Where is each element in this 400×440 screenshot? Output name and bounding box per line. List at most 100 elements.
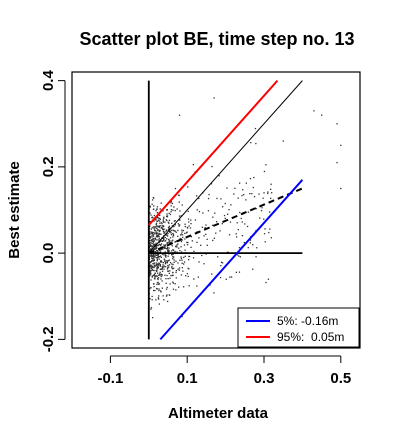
data-point — [153, 257, 155, 260]
data-point — [158, 303, 160, 305]
data-point — [168, 238, 170, 241]
data-point — [158, 243, 160, 245]
data-point — [167, 251, 169, 253]
data-point — [241, 235, 244, 237]
data-point — [208, 193, 210, 196]
data-point — [173, 230, 175, 232]
data-point — [158, 233, 160, 235]
data-point — [174, 209, 176, 212]
data-point — [163, 225, 165, 227]
data-point — [243, 194, 245, 196]
data-point — [173, 261, 175, 263]
data-point — [168, 222, 170, 224]
data-point — [156, 269, 158, 271]
data-point — [152, 254, 154, 256]
data-point — [152, 263, 154, 265]
data-point — [174, 251, 176, 253]
data-point — [162, 295, 164, 297]
data-point — [260, 210, 263, 212]
data-point — [154, 265, 156, 268]
data-point — [187, 267, 189, 269]
data-point — [164, 221, 166, 223]
data-point — [161, 265, 163, 268]
data-point — [159, 263, 161, 266]
data-point — [156, 234, 159, 236]
data-point — [169, 231, 171, 233]
data-point — [151, 216, 153, 218]
data-point — [156, 270, 158, 272]
data-point — [158, 263, 161, 265]
data-point — [205, 253, 207, 255]
data-point — [176, 251, 178, 253]
data-point — [152, 259, 154, 262]
data-point — [158, 258, 160, 260]
data-point — [216, 221, 218, 223]
data-point — [183, 261, 186, 263]
data-point — [180, 215, 182, 217]
data-point — [167, 235, 169, 237]
data-point — [167, 278, 169, 280]
plot-frame — [71, 71, 361, 349]
data-point — [336, 161, 338, 164]
data-point — [151, 257, 154, 260]
data-point — [176, 246, 178, 248]
data-point — [174, 283, 176, 285]
data-point — [172, 236, 174, 238]
data-point — [211, 273, 213, 275]
data-point — [217, 256, 219, 258]
data-point — [189, 227, 192, 229]
data-point — [215, 232, 217, 234]
data-point — [201, 254, 203, 257]
data-point — [151, 265, 154, 267]
data-point — [167, 226, 170, 229]
data-point — [151, 203, 153, 205]
data-point — [153, 273, 155, 276]
data-point — [164, 247, 166, 249]
data-point — [168, 272, 170, 274]
data-point — [182, 229, 185, 232]
data-point — [178, 225, 180, 227]
data-point — [155, 264, 157, 266]
data-point — [149, 212, 151, 214]
data-point — [154, 248, 157, 250]
data-points — [148, 97, 342, 319]
data-point — [179, 219, 181, 221]
data-point — [171, 263, 173, 265]
data-point — [190, 236, 192, 238]
data-point — [170, 200, 172, 203]
data-point — [159, 214, 161, 216]
data-point — [172, 263, 174, 266]
data-point — [166, 286, 168, 289]
data-point — [155, 242, 157, 244]
data-point — [149, 274, 151, 277]
data-point — [149, 269, 151, 271]
data-point — [182, 270, 184, 272]
data-point — [164, 245, 166, 247]
data-point — [165, 256, 167, 258]
data-point — [151, 227, 153, 229]
data-point — [235, 233, 237, 235]
data-point — [180, 233, 183, 235]
data-point — [255, 142, 257, 145]
data-point — [150, 266, 152, 268]
data-point — [180, 240, 183, 243]
data-point — [233, 193, 235, 195]
data-point — [161, 268, 163, 270]
data-point — [162, 219, 164, 221]
data-point — [150, 248, 152, 251]
data-point — [151, 232, 154, 234]
data-point — [156, 258, 158, 260]
data-point — [229, 276, 231, 278]
data-point — [239, 182, 241, 184]
data-point — [252, 186, 254, 189]
data-point — [240, 217, 242, 220]
data-point — [159, 265, 161, 267]
data-point — [162, 210, 164, 212]
data-point — [163, 238, 165, 240]
data-point — [166, 215, 169, 217]
data-point — [183, 256, 185, 259]
data-point — [155, 230, 157, 232]
data-point — [172, 234, 175, 237]
data-point — [156, 206, 159, 208]
